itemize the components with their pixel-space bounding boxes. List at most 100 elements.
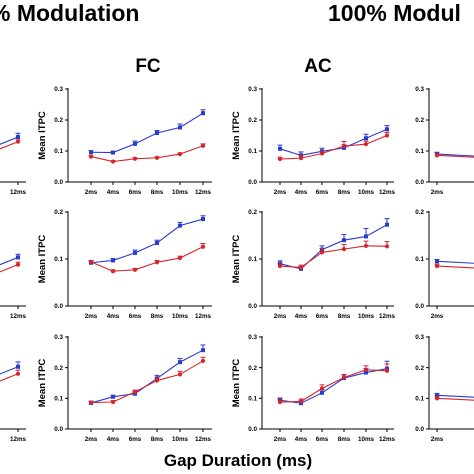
panel-FC-row2: 0.0 0.1 0.2 2ms 4ms 6ms 8ms 10ms 12ms Mean ITPC [37, 209, 212, 320]
panel-AC-row1-red-point [384, 133, 390, 138]
panel-FC-row3-x-tick-label: 4ms [107, 436, 120, 443]
panel-FC-row1: 0.0 0.1 0.2 0.3 2ms 4ms 6ms 8ms 10ms 12ms Mean ITP… [37, 86, 212, 196]
panel-right-partial-row2-red-line [436, 265, 474, 269]
panel-FC-row2-blue-point [111, 258, 115, 263]
panel-FC-row1-red-point [200, 143, 206, 148]
panel-FC-row1-red-line [90, 145, 204, 163]
panel-FC-row1-red-point [177, 152, 183, 157]
panel-right-partial-row1-red-point [434, 153, 440, 158]
panel-FC-row2-y-tick-label: 0.1 [54, 256, 63, 263]
panel-FC-row2-blue-line [90, 218, 204, 264]
panel-AC-row1-x-tick-label: 4ms [295, 189, 308, 196]
panel-AC-row2-x-tick-label: 12ms [379, 313, 396, 320]
panel-left-partial-row3-red-line [0, 373, 19, 382]
panel-AC-row3-red-line [279, 369, 388, 403]
panel-left-partial-row2: 12ms [0, 253, 27, 320]
panel-AC-row1-red-point [277, 156, 283, 162]
panel-left-partial-row1-red-line [0, 141, 19, 150]
panel-FC-row3-blue-point [201, 348, 205, 353]
panel-left-partial-row2-red-line [0, 264, 19, 273]
panel-AC-row2-red-point [277, 263, 283, 269]
panel-AC-row3-red-point [341, 375, 347, 380]
panel-right-partial-row1: 0.0 0.1 0.2 0.3 2ms [415, 86, 474, 196]
panel-right-partial-row3: 0.0 0.1 0.2 0.3 2ms [415, 334, 474, 443]
panel-AC-row3-red-point [363, 367, 369, 372]
panel-FC-row3-x-tick-label: 8ms [151, 436, 164, 443]
panel-left-partial-row1-blue-point [16, 135, 20, 140]
panel-right-partial-row2-y-tick-label: 0.1 [415, 256, 424, 263]
panel-left-partial-row1-blue-line [0, 136, 19, 145]
panel-AC-row3-y-tick-label: 0.0 [248, 426, 257, 433]
panel-FC-row3-x-tick-label: 10ms [172, 436, 189, 443]
panel-AC-row2: 0.0 0.1 0.2 2ms 4ms 6ms 8ms 10ms 12ms Mean ITPC [231, 209, 396, 320]
panel-FC-row3-x-tick-label: 2ms [85, 436, 98, 443]
panel-FC-row1-x-tick-label: 2ms [85, 189, 98, 196]
panel-left-partial-row3: 12ms [0, 361, 27, 443]
panel-AC-row1-red-line [279, 134, 388, 160]
panel-FC-row2-x-tick-label: 4ms [107, 313, 120, 320]
panel-AC-row3-y-tick-label: 0.2 [248, 365, 257, 372]
panel-AC-row3-red-point [319, 386, 325, 391]
panel-FC-row3-y-axis-label: Mean ITPC [37, 359, 48, 408]
panel-FC-row3: 0.0 0.1 0.2 0.3 2ms 4ms 6ms 8ms 10ms 12ms Mean ITP… [37, 334, 212, 443]
panel-right-partial-row3-x-tick-label: 2ms [431, 436, 444, 443]
panel-AC-row2-blue-point [364, 234, 368, 239]
panel-FC-row1-red-point [110, 159, 116, 164]
panel-AC-row2-x-tick-label: 4ms [295, 313, 308, 320]
panel-FC-row1-blue-point [201, 111, 205, 116]
panel-FC-row3-blue-line [90, 349, 204, 404]
panel-AC-row1: 0.0 0.1 0.2 0.3 2ms 4ms 6ms 8ms 10ms 12ms Mean ITP… [231, 86, 396, 196]
panel-AC-row3-red-point [277, 399, 283, 405]
panel-FC-row3-y-tick-label: 0.2 [54, 365, 63, 372]
panel-AC-row2-x-tick-label: 8ms [338, 313, 351, 320]
panel-FC-row1-x-tick-label: 12ms [195, 189, 212, 196]
panel-right-partial-row3-red-line [436, 397, 474, 401]
panel-FC-row2-blue-point [133, 250, 137, 255]
panel-FC-row3-red-point [177, 372, 183, 377]
panel-AC-row2-red-point [298, 265, 304, 270]
panel-right-partial-row1-y-tick-label: 0.0 [415, 179, 424, 186]
panel-FC-row2-red-line [90, 246, 204, 272]
panel-FC-row2-x-tick-label: 8ms [151, 313, 164, 320]
panel-FC-row3-y-tick-label: 0.3 [54, 334, 63, 341]
panel-FC-row1-blue-point [155, 131, 159, 136]
panel-left-partial-row3-red-point [15, 371, 21, 376]
panel-AC-row1-x-tick-label: 6ms [316, 189, 329, 196]
panel-FC-row1-blue-line [90, 112, 204, 154]
panel-AC-row3-y-tick-label: 0.3 [248, 334, 257, 341]
panel-left-partial-row2-blue-line [0, 256, 19, 266]
panel-left-partial-row2-red-point [15, 262, 21, 267]
panel-right-partial-row1-y-tick-label: 0.3 [415, 86, 424, 93]
panel-AC-row3-red-point [298, 399, 304, 404]
panel-FC-row3-y-tick-label: 0.1 [54, 396, 63, 403]
panel-left-partial-row1: 12ms [0, 132, 27, 196]
panel-AC-row1-x-tick-label: 12ms [379, 189, 396, 196]
panel-left-partial-row1-x-tick-label: 12ms [10, 189, 27, 196]
panel-AC-row3-y-axis-label: Mean ITPC [231, 359, 242, 408]
panel-AC-row3-x-tick-label: 12ms [379, 436, 396, 443]
panel-FC-row1-y-tick-label: 0.0 [54, 179, 63, 186]
panel-FC-row3-x-tick-label: 12ms [195, 436, 212, 443]
panel-FC-row2-y-axis-label: Mean ITPC [37, 235, 48, 284]
panel-FC-row2-x-tick-label: 6ms [129, 313, 142, 320]
panel-FC-row3-y-tick-label: 0.0 [54, 426, 63, 433]
panel-AC-row3-blue-point [320, 390, 324, 395]
panel-AC-row2-red-point [384, 244, 390, 249]
panel-FC-row2-red-point [154, 260, 160, 265]
panel-FC-row1-blue-point [89, 150, 93, 155]
panel-AC-row1-red-point [319, 151, 325, 156]
panel-AC-row1-y-axis-label: Mean ITPC [231, 111, 242, 160]
panel-right-partial-row2: 0.0 0.1 0.2 2ms [415, 209, 474, 320]
panel-AC-row1-x-tick-label: 8ms [338, 189, 351, 196]
right-condition-heading: 100% Modul [328, 0, 461, 26]
panel-FC-row2-y-tick-label: 0.2 [54, 209, 63, 216]
panel-left-partial-row2-x-tick-label: 12ms [10, 313, 27, 320]
panel-FC-row1-blue-point [178, 125, 182, 130]
left-condition-heading: % Modulation [0, 0, 139, 26]
panel-FC-row1-y-tick-label: 0.1 [54, 148, 63, 155]
panel-right-partial-row2-x-tick-label: 2ms [431, 313, 444, 320]
panel-FC-row2-red-point [132, 267, 138, 272]
panel-AC-row2-y-tick-label: 0.0 [248, 303, 257, 310]
panel-AC-row2-y-tick-label: 0.2 [248, 209, 257, 216]
